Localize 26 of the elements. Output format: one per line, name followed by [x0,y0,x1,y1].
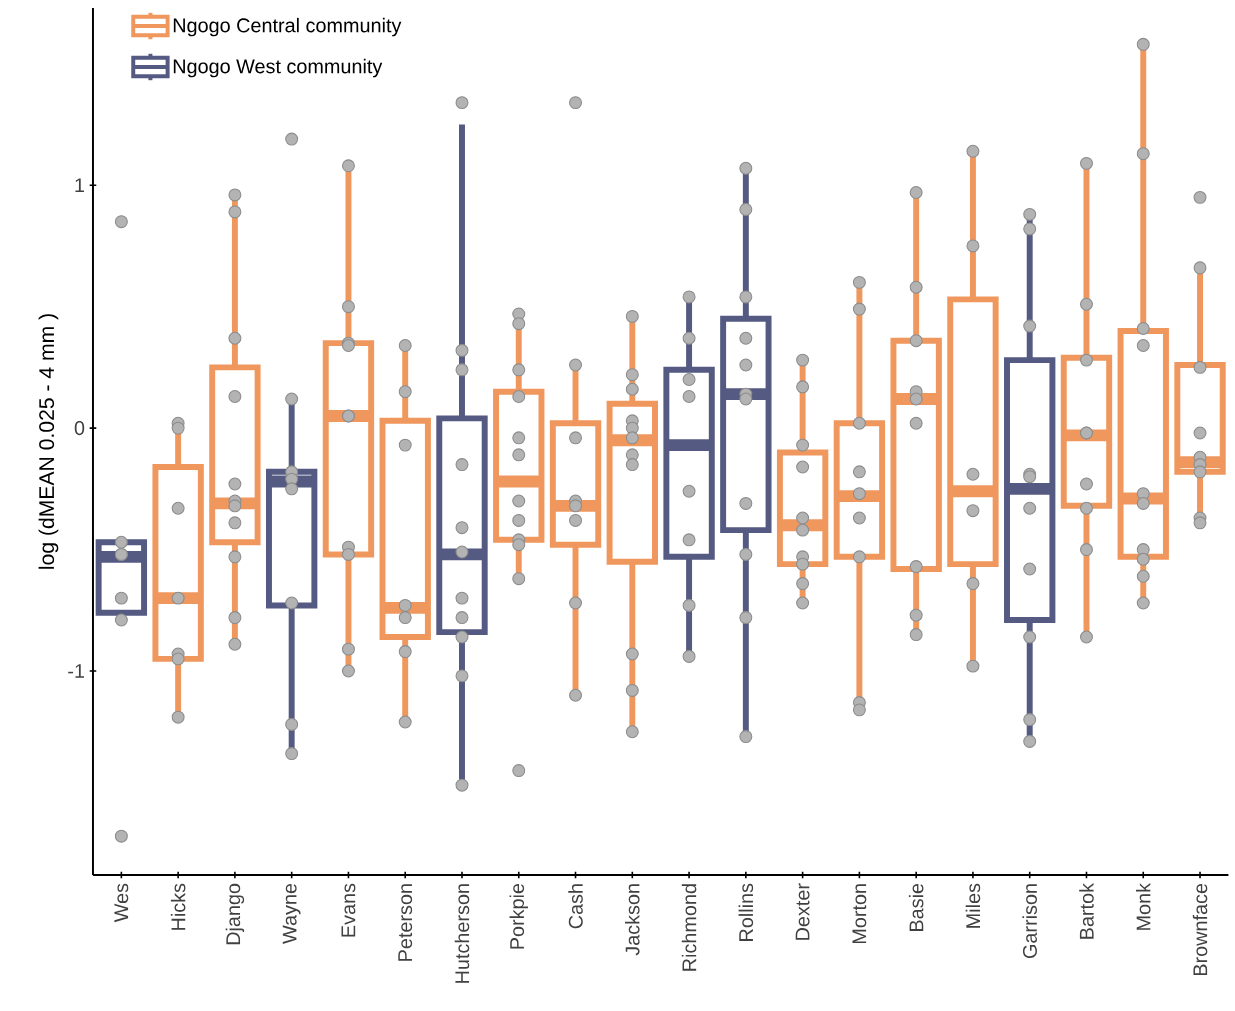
y-tick-label: -1 [68,664,85,678]
x-tick-label: Bartok [1079,882,1094,939]
x-tick-label: Brownface [1192,883,1208,975]
x-tick-label: Garrison [1022,884,1037,958]
y-tick-label: 0 [74,421,85,436]
x-tick-label: Wes [114,883,129,923]
x-tick-label: Rollins [738,883,754,941]
y-axis-title: log (dMEAN 0.025 - 4 mm ) [38,314,59,569]
x-tick-label: Django [225,883,245,945]
x-tick-label: Hutcherson [454,884,470,983]
legend-label: Ngogo Central community [173,17,402,37]
x-tick-label: Porkpie [509,883,528,949]
x-tick-label: Peterson [398,884,413,961]
x-tick-label: Monk [1135,882,1151,930]
legend-label: Ngogo West community [173,58,383,78]
x-tick-label: Richmond [681,884,697,971]
x-tick-label: Basie [908,883,924,931]
y-tick-label: 1 [75,178,85,192]
x-tick-label: Cash [568,884,583,929]
x-tick-label: Evans [341,883,356,937]
x-tick-label: Morton [852,884,867,944]
x-tick-label: Miles [965,883,981,928]
x-tick-label: Hicks [170,883,186,930]
x-tick-label: Jackson [625,884,640,956]
x-tick-label: Wayne [282,883,301,944]
x-tick-label: Dexter [795,883,810,940]
